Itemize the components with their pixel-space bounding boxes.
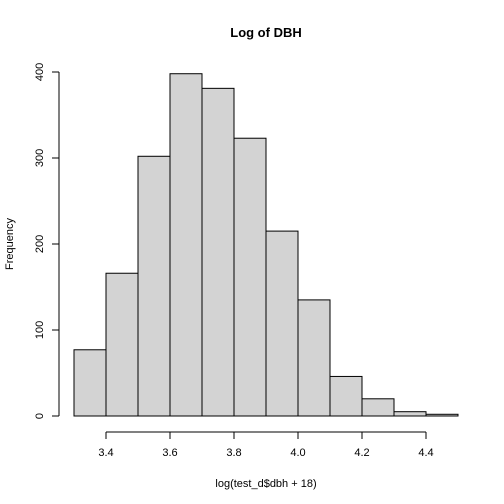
histogram-bar-7 (265, 230, 299, 417)
y-tick-label: 0 (34, 413, 46, 419)
x-axis-label: log(test_d$dbh + 18) (215, 478, 316, 490)
histogram-bar-12 (425, 413, 459, 417)
bars-group (73, 73, 459, 417)
chart-title: Log of DBH (230, 25, 301, 40)
x-tick-label: 3.4 (98, 447, 113, 459)
y-axis-label: Frequency (4, 218, 16, 270)
histogram-bar-10 (361, 398, 395, 417)
histogram-bar-4 (169, 73, 203, 417)
histogram-bar-3 (137, 155, 171, 417)
y-axis: 0 100 200 300 400 (34, 63, 60, 419)
histogram-bar-11 (393, 411, 427, 417)
histogram-bar-1 (73, 349, 107, 417)
histogram-bar-6 (233, 137, 267, 417)
y-tick-label: 300 (34, 149, 46, 167)
histogram-bar-5 (201, 87, 235, 417)
y-tick-label: 200 (34, 235, 46, 253)
x-tick-label: 4.2 (354, 447, 369, 459)
y-tick-label: 100 (34, 321, 46, 339)
x-axis: 3.4 3.6 3.8 4.0 4.2 4.4 (98, 431, 434, 459)
x-tick-label: 3.6 (162, 447, 177, 459)
y-tick-label: 400 (34, 63, 46, 81)
histogram-bar-8 (297, 299, 331, 417)
x-tick-label: 3.8 (226, 447, 241, 459)
histogram-bar-2 (105, 272, 139, 417)
x-tick-label: 4.4 (418, 447, 433, 459)
histogram-bar-9 (329, 375, 363, 417)
x-tick-label: 4.0 (290, 447, 305, 459)
